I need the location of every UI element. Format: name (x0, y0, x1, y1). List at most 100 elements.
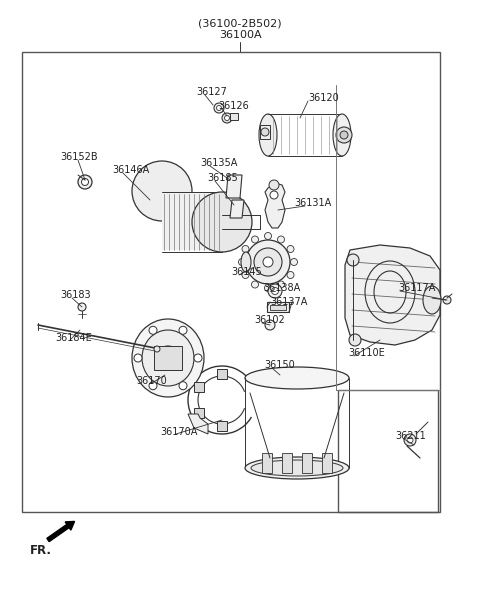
Bar (282, 453, 292, 473)
Bar (22, 52, 440, 512)
Text: 36170A: 36170A (160, 427, 197, 437)
Circle shape (242, 272, 249, 279)
Circle shape (242, 246, 249, 252)
FancyArrow shape (47, 521, 74, 542)
Circle shape (263, 257, 273, 267)
Circle shape (287, 246, 294, 252)
Circle shape (277, 236, 285, 243)
Text: 36102: 36102 (254, 315, 285, 325)
Circle shape (194, 354, 202, 362)
Text: 36152B: 36152B (60, 152, 97, 162)
Circle shape (443, 296, 451, 304)
Text: 36100A: 36100A (219, 30, 261, 40)
Bar (267, 302, 289, 312)
Circle shape (246, 240, 290, 284)
Text: 36120: 36120 (308, 93, 339, 103)
Circle shape (287, 272, 294, 279)
Polygon shape (230, 200, 244, 218)
Text: 36146A: 36146A (112, 165, 149, 175)
Circle shape (252, 236, 259, 243)
Bar (217, 369, 227, 379)
Circle shape (349, 334, 361, 346)
Circle shape (264, 232, 272, 240)
Ellipse shape (241, 252, 251, 272)
Circle shape (264, 285, 272, 291)
Bar (217, 421, 227, 431)
Ellipse shape (142, 330, 194, 386)
Text: 36150: 36150 (264, 360, 295, 370)
Text: 36135A: 36135A (200, 158, 238, 168)
Bar (270, 305, 286, 310)
Text: 36110E: 36110E (348, 348, 385, 358)
Text: 36126: 36126 (218, 101, 249, 111)
Circle shape (336, 127, 352, 143)
Circle shape (134, 354, 142, 362)
Circle shape (272, 288, 278, 294)
Ellipse shape (259, 114, 277, 156)
Circle shape (214, 103, 224, 113)
Ellipse shape (245, 457, 349, 479)
Ellipse shape (251, 460, 343, 476)
Text: 36127: 36127 (196, 87, 227, 97)
Polygon shape (188, 414, 208, 434)
Text: 36183: 36183 (60, 290, 91, 300)
Text: 36117A: 36117A (398, 283, 435, 293)
Polygon shape (265, 183, 285, 228)
Circle shape (340, 131, 348, 139)
Circle shape (149, 382, 157, 389)
Bar (262, 453, 272, 473)
Circle shape (154, 346, 160, 352)
Text: 36145: 36145 (231, 267, 262, 277)
Polygon shape (154, 346, 182, 370)
Ellipse shape (261, 128, 269, 136)
Circle shape (225, 116, 229, 120)
Polygon shape (226, 175, 242, 198)
Polygon shape (345, 245, 440, 345)
Circle shape (252, 281, 259, 288)
Ellipse shape (333, 114, 351, 156)
Text: 36138A: 36138A (263, 283, 300, 293)
Bar (260, 125, 270, 139)
Circle shape (78, 175, 92, 189)
Ellipse shape (245, 367, 349, 389)
Text: FR.: FR. (30, 544, 52, 557)
Circle shape (268, 284, 282, 298)
Bar (302, 453, 312, 473)
Circle shape (222, 113, 232, 123)
Text: 36185: 36185 (207, 173, 238, 183)
Bar (322, 453, 332, 473)
Circle shape (270, 191, 278, 199)
Text: (36100-2B502): (36100-2B502) (198, 18, 282, 28)
Circle shape (290, 258, 298, 265)
Text: 36137A: 36137A (270, 297, 307, 307)
Circle shape (347, 254, 359, 266)
Circle shape (179, 382, 187, 389)
Circle shape (78, 303, 86, 311)
Text: 36131A: 36131A (294, 198, 331, 208)
Circle shape (407, 437, 413, 443)
Bar (194, 382, 204, 392)
Ellipse shape (132, 161, 192, 221)
Circle shape (82, 179, 88, 185)
Text: 36170: 36170 (136, 376, 167, 386)
Ellipse shape (132, 319, 204, 397)
Circle shape (216, 105, 221, 111)
Circle shape (179, 326, 187, 334)
Circle shape (156, 346, 180, 370)
Bar (194, 408, 204, 418)
Circle shape (162, 352, 174, 364)
Ellipse shape (423, 286, 441, 314)
Text: 36184E: 36184E (55, 333, 92, 343)
Text: 36211: 36211 (395, 431, 426, 441)
Ellipse shape (192, 192, 252, 252)
Circle shape (265, 320, 275, 330)
Bar (230, 113, 238, 120)
Circle shape (277, 281, 285, 288)
Circle shape (254, 248, 282, 276)
Circle shape (239, 258, 245, 265)
Circle shape (269, 180, 279, 190)
Circle shape (149, 326, 157, 334)
Circle shape (404, 434, 416, 446)
Bar (338, 390, 438, 512)
Bar (162, 192, 222, 250)
